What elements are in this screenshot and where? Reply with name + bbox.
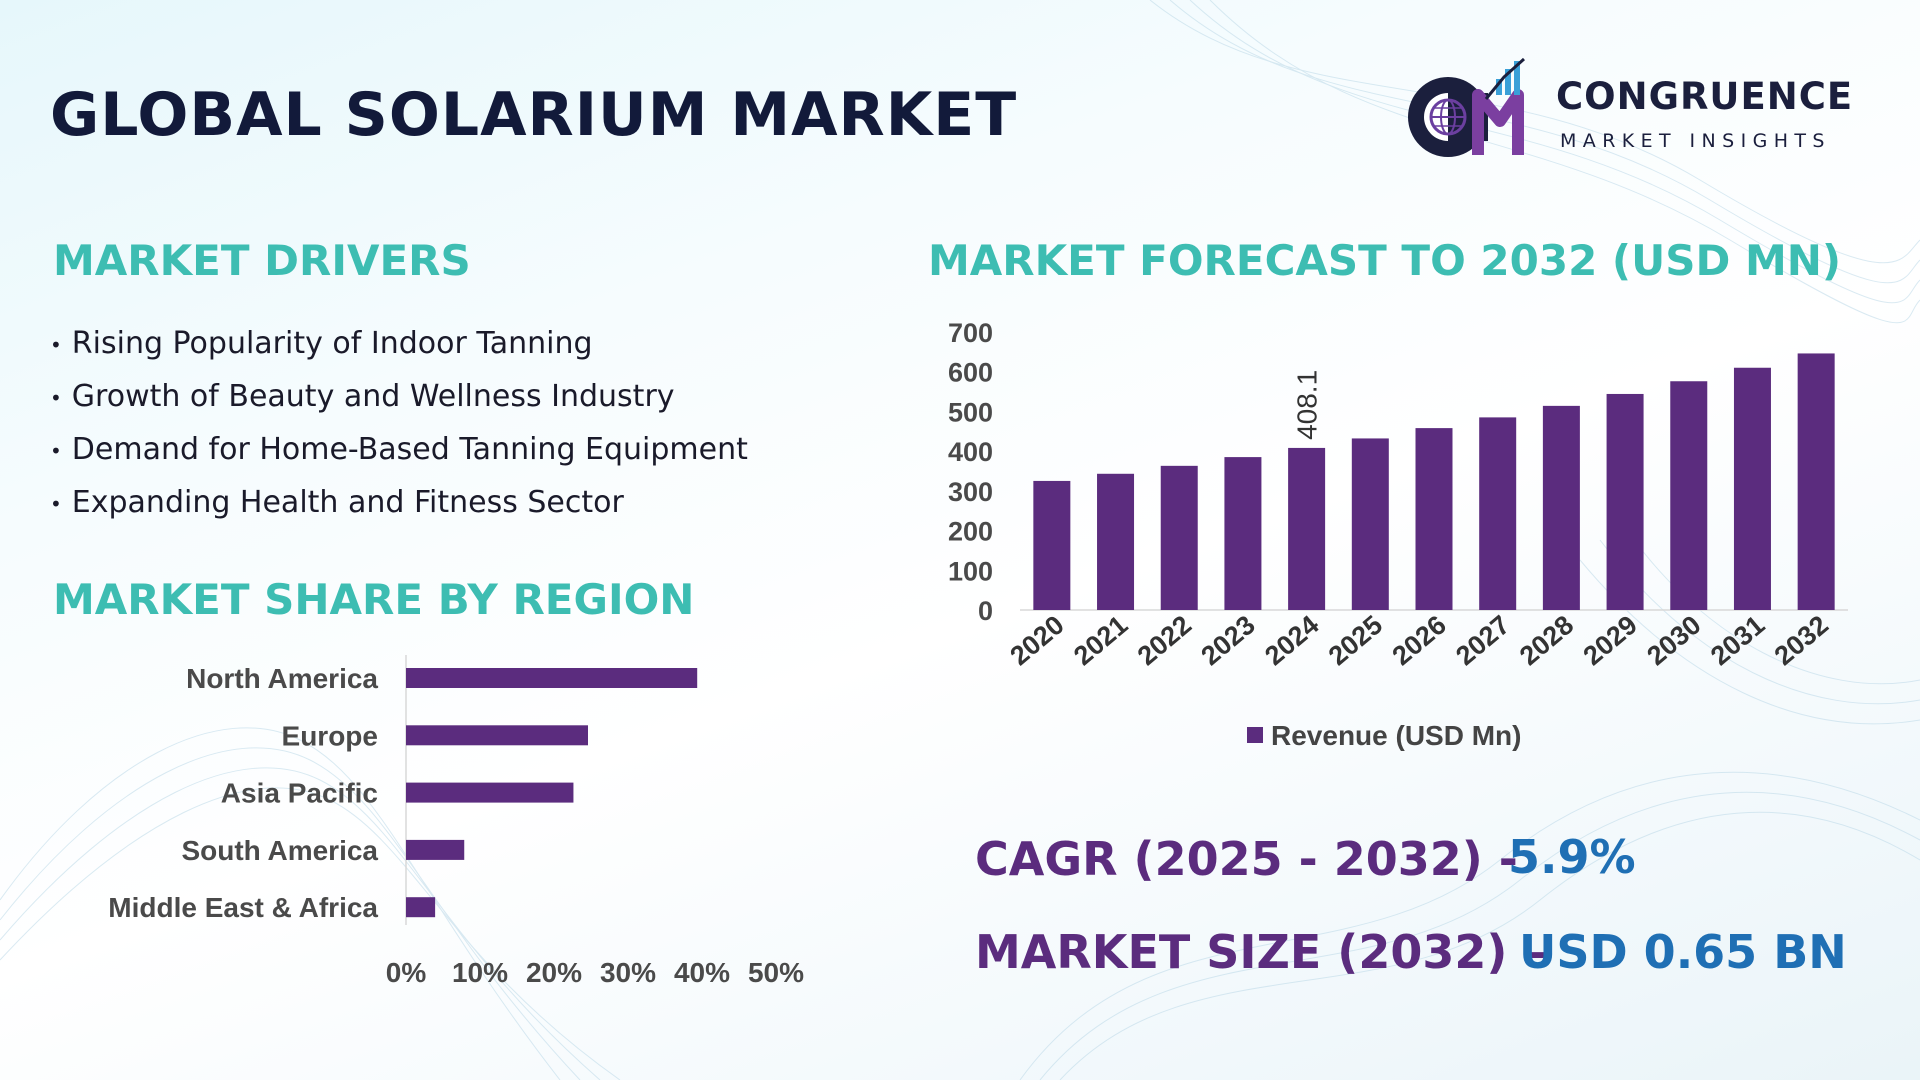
x-tick-label: 10% [452, 957, 508, 988]
y-tick-label: 300 [948, 477, 993, 507]
x-tick-label: 2029 [1578, 610, 1643, 672]
cmi-globe-chart-logo-icon [1408, 57, 1526, 157]
x-tick-label: 20% [526, 957, 582, 988]
y-tick-label: 0 [978, 596, 993, 626]
region-bar-chart: North America Europe Asia Pacific South Ame… [108, 655, 804, 988]
forecast-bar [1097, 473, 1135, 610]
forecast-title: MARKET FORECAST TO 2032 (USD MN) [928, 236, 1842, 285]
x-tick-label: 2031 [1705, 610, 1770, 672]
legend-swatch [1247, 727, 1263, 743]
x-tick-label: 50% [748, 957, 804, 988]
y-tick-label: 500 [948, 397, 993, 427]
x-tick-label: 2027 [1450, 610, 1515, 672]
market-size-label: MARKET SIZE (2032) – [975, 925, 1547, 979]
forecast-bar-chart: 0100200300400500600700202020212022202320… [948, 318, 1848, 751]
region-title: MARKET SHARE BY REGION [53, 575, 695, 624]
region-label: Asia Pacific [221, 778, 378, 809]
logo-tagline: MARKET INSIGHTS [1560, 130, 1831, 152]
forecast-bar [1733, 367, 1771, 610]
driver-item: Growth of Beauty and Wellness Industry [50, 375, 748, 428]
forecast-bar [1479, 417, 1517, 610]
y-tick-label: 700 [948, 318, 993, 348]
x-tick-label: 2023 [1195, 610, 1260, 672]
forecast-bar [1160, 465, 1198, 610]
driver-item: Expanding Health and Fitness Sector [50, 481, 748, 534]
x-tick-label: 30% [600, 957, 656, 988]
drivers-title: MARKET DRIVERS [53, 236, 471, 285]
forecast-bar [1542, 405, 1580, 610]
region-bar [406, 725, 588, 746]
cagr-label: CAGR (2025 - 2032) - [975, 832, 1518, 886]
x-tick-label: 2020 [1004, 610, 1069, 672]
driver-item: Demand for Home-Based Tanning Equipment [50, 428, 748, 481]
company-logo: CONGRUENCE MARKET INSIGHTS [1400, 55, 1870, 165]
forecast-bar [1415, 428, 1453, 610]
region-label: North America [186, 663, 378, 694]
forecast-bar [1606, 393, 1644, 610]
region-label: Europe [282, 720, 378, 751]
forecast-bar [1224, 457, 1262, 610]
forecast-bar [1670, 381, 1708, 610]
forecast-bar [1351, 438, 1389, 610]
page-title: GLOBAL SOLARIUM MARKET [50, 80, 1018, 150]
x-tick-label: 2030 [1641, 610, 1706, 672]
data-label: 408.1 [1292, 370, 1323, 440]
market-size-value: USD 0.65 BN [1519, 925, 1847, 979]
region-bar [406, 839, 465, 860]
x-tick-label: 2021 [1068, 610, 1133, 672]
x-tick-label: 2024 [1259, 610, 1324, 672]
region-bar [406, 668, 698, 688]
x-tick-label: 2032 [1769, 610, 1834, 672]
y-tick-label: 100 [948, 556, 993, 586]
driver-item: Rising Popularity of Indoor Tanning [50, 322, 748, 375]
forecast-bar [1033, 480, 1071, 610]
logo-name: CONGRUENCE [1556, 75, 1854, 118]
cagr-value: 5.9% [1508, 830, 1636, 884]
region-bar [406, 897, 436, 918]
y-tick-label: 400 [948, 437, 993, 467]
forecast-bar [1797, 353, 1835, 610]
x-tick-label: 0% [386, 957, 427, 988]
region-bar [406, 782, 574, 803]
x-tick-label: 2025 [1323, 610, 1388, 672]
drivers-list: Rising Popularity of Indoor Tanning Grow… [50, 322, 748, 534]
x-tick-label: 2026 [1387, 610, 1452, 672]
region-label: Middle East & Africa [108, 892, 378, 923]
x-tick-label: 40% [674, 957, 730, 988]
x-tick-label: 2028 [1514, 610, 1579, 672]
x-tick-label: 2022 [1132, 610, 1197, 672]
y-tick-label: 600 [948, 358, 993, 388]
legend-label: Revenue (USD Mn) [1271, 720, 1521, 751]
forecast-bar [1288, 447, 1326, 610]
y-tick-label: 200 [948, 517, 993, 547]
region-label: South America [181, 835, 378, 866]
